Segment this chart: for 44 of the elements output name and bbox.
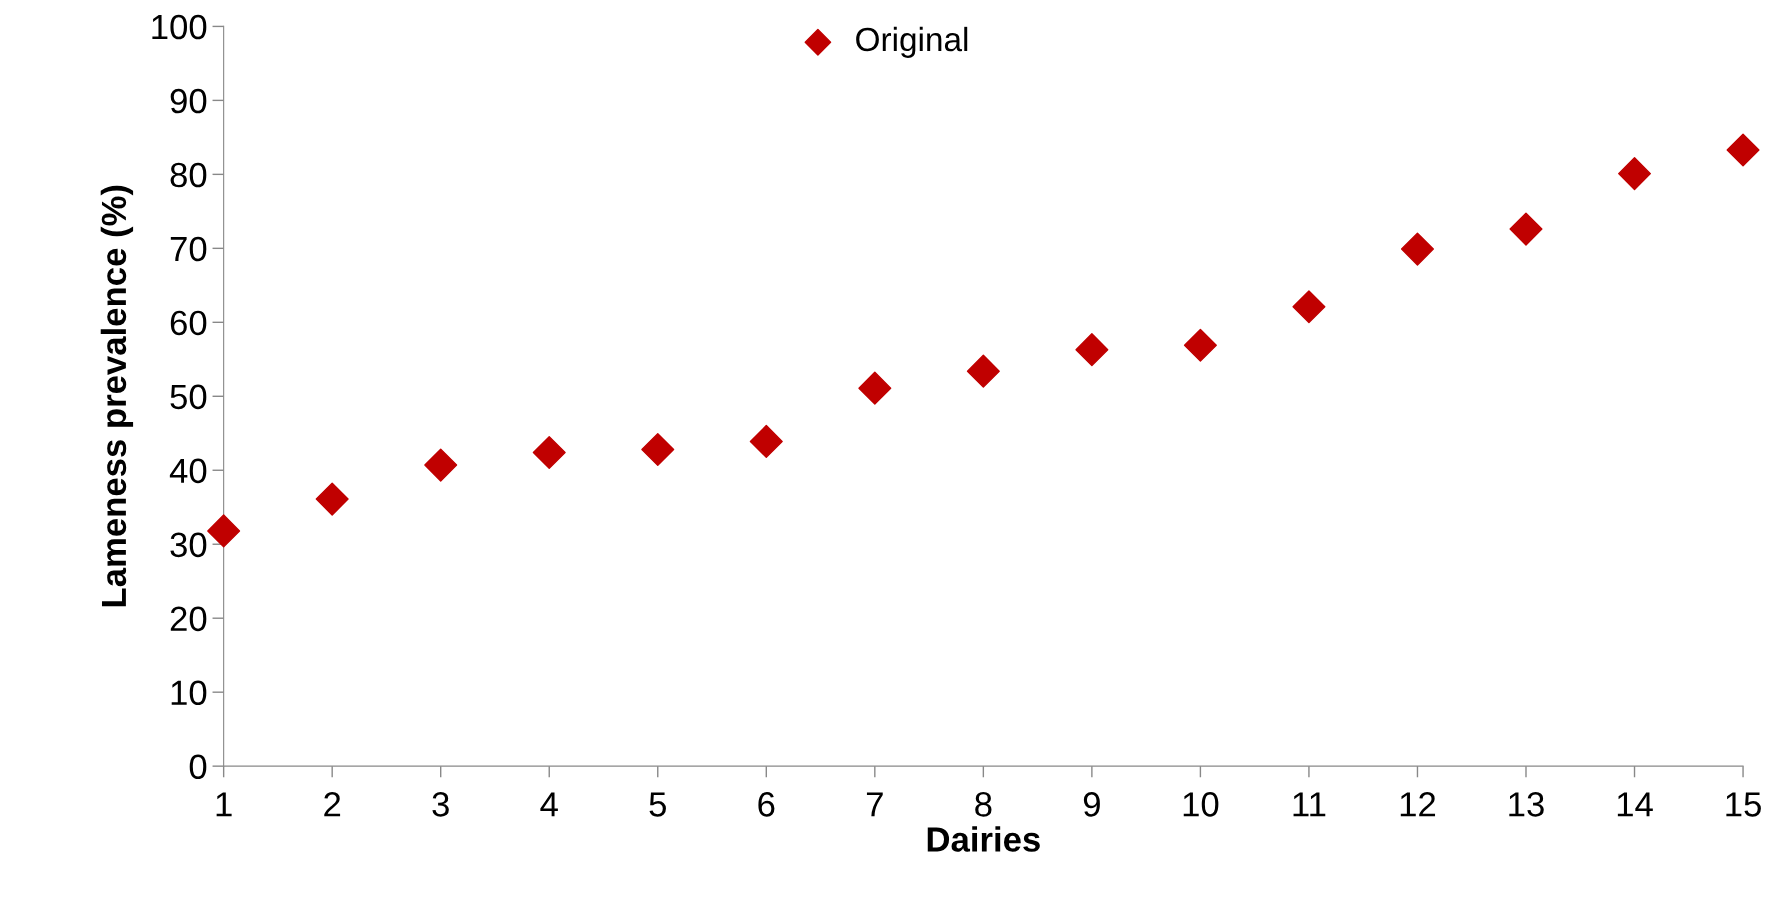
x-tick-label: 5 <box>649 792 666 817</box>
y-tick-label: 30 <box>170 532 207 558</box>
y-tick-label: 0 <box>189 754 207 780</box>
x-tick-label: 2 <box>324 792 341 817</box>
y-tick-label: 20 <box>170 606 207 632</box>
point <box>1292 290 1326 324</box>
x-tick-label: 8 <box>975 792 992 817</box>
point <box>424 448 458 482</box>
x-tick-label: 7 <box>866 792 883 817</box>
y-tick-label: 10 <box>171 680 207 706</box>
x-tick-label: 13 <box>1509 792 1544 817</box>
y-tick-label: 60 <box>170 310 207 336</box>
y-tick-label: 70 <box>170 236 207 262</box>
x-tick-label: 4 <box>540 792 558 817</box>
point <box>966 354 1000 388</box>
point <box>207 514 241 548</box>
legend-label: Original <box>856 26 968 58</box>
point <box>532 435 566 470</box>
point <box>1075 333 1109 367</box>
x-tick-label: 1 <box>216 792 232 817</box>
x-tick-label: 9 <box>1083 792 1100 817</box>
x-axis-title: Dairies <box>927 826 1040 852</box>
y-tick-label: 40 <box>169 458 207 484</box>
point <box>1617 157 1652 191</box>
point <box>858 371 892 405</box>
point <box>1183 328 1217 362</box>
x-tick-label: 3 <box>432 792 449 817</box>
y-tick-label: 100 <box>152 14 207 40</box>
y-axis-title: Lameness prevalence (%) <box>100 185 134 607</box>
y-tick-label: 50 <box>170 384 207 410</box>
point <box>1400 232 1434 266</box>
y-tick-label: 90 <box>170 88 207 114</box>
point <box>641 433 675 467</box>
x-tick-label: 12 <box>1400 792 1436 817</box>
x-tick-label: 6 <box>758 792 775 817</box>
point <box>1726 133 1760 167</box>
point <box>1509 212 1543 246</box>
x-tick-label: 11 <box>1293 792 1326 817</box>
point <box>749 424 783 458</box>
y-tick-label: 80 <box>170 162 207 188</box>
x-tick-label: 15 <box>1726 792 1761 817</box>
point <box>315 482 349 516</box>
x-tick-label: 14 <box>1617 792 1653 817</box>
x-tick-label: 10 <box>1183 792 1219 817</box>
